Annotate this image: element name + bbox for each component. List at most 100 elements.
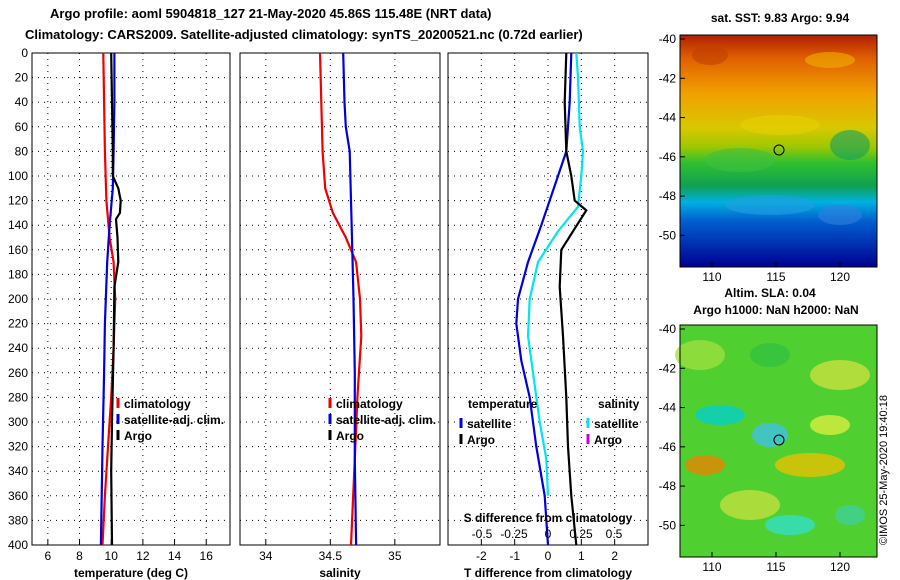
y-tick-label: 200 <box>8 292 28 306</box>
legend-label: climatology <box>336 397 403 411</box>
x-tick-label: 2 <box>611 549 618 563</box>
series-line-climatology <box>318 52 363 546</box>
legend-label: climatology <box>124 397 191 411</box>
map-x-tick-label: 115 <box>766 270 785 284</box>
y-tick-label: 380 <box>8 513 28 527</box>
x-tick-label: 6 <box>44 549 51 563</box>
legend-label: satellite <box>467 417 512 431</box>
map-y-tick-label: -50 <box>659 518 677 532</box>
y-tick-label: 260 <box>8 366 28 380</box>
sla-patch <box>775 453 845 477</box>
x-tick-label: 10 <box>105 549 119 563</box>
s-tick-label: 0.5 <box>606 527 623 541</box>
y-tick-label: 0 <box>21 46 28 60</box>
map-y-tick-label: -44 <box>659 401 677 415</box>
y-tick-label: 160 <box>8 243 28 257</box>
x-tick-label: 0 <box>545 549 552 563</box>
y-tick-label: 400 <box>8 538 28 552</box>
s-tick-label: 0 <box>545 527 552 541</box>
y-tick-label: 20 <box>15 71 29 85</box>
map-x-tick-label: 115 <box>766 560 785 574</box>
sla-patch <box>675 340 725 370</box>
sla-patch <box>750 343 790 367</box>
x-tick-label: 34.5 <box>319 549 343 563</box>
y-tick-label: 360 <box>8 489 28 503</box>
sst-patch <box>830 130 870 160</box>
x-tick-label: 12 <box>136 549 150 563</box>
x-tick-label: 14 <box>168 549 182 563</box>
sla-patch <box>752 423 788 447</box>
x-tick-label: 1 <box>578 549 585 563</box>
legend-label: Argo <box>467 433 495 447</box>
map-y-tick-label: -46 <box>659 150 677 164</box>
y-tick-label: 320 <box>8 440 28 454</box>
map-x-tick-label: 120 <box>830 560 850 574</box>
sla-map: Altim. SLA: 0.04 Argo h1000: NaN h2000: N… <box>659 286 878 574</box>
legend-label: satellite-adj. clim. <box>336 413 436 427</box>
legend-title-temperature: temperature <box>468 397 538 411</box>
map-frame <box>679 34 878 268</box>
title-line-2: Climatology: CARS2009. Satellite-adjuste… <box>25 27 583 42</box>
map-x-tick-label: 110 <box>702 560 721 574</box>
sla-patch <box>810 415 850 435</box>
y-tick-label: 140 <box>8 218 28 232</box>
plot-frame <box>239 52 441 546</box>
sla-map-title-2: Argo h1000: NaN h2000: NaN <box>693 303 858 317</box>
legend-label: satellite <box>594 417 639 431</box>
y-tick-label: 40 <box>15 95 29 109</box>
x-tick-label: -2 <box>476 549 487 563</box>
series-line-argo <box>110 52 122 546</box>
x-tick-label: 8 <box>76 549 83 563</box>
legend-label: satellite-adj. clim. <box>124 413 224 427</box>
sla-patch <box>720 490 780 520</box>
map-y-tick-label: -44 <box>659 111 677 125</box>
salinity-panel: 34 34.5 35 salinity climatology satellite-adj… <box>239 52 441 580</box>
y-tick-label: 220 <box>8 317 28 331</box>
sst-patch <box>740 115 820 135</box>
sst-map-title: sat. SST: 9.83 Argo: 9.94 <box>711 11 850 25</box>
map-y-tick-label: -48 <box>659 189 677 203</box>
temperature-panel: 6 8 10 12 14 16020406080100120140160180200220… <box>8 46 231 580</box>
argo-location-marker <box>773 144 785 156</box>
map-y-tick-label: -42 <box>659 71 677 85</box>
map-y-tick-label: -48 <box>659 479 677 493</box>
sst-patch <box>805 52 855 68</box>
x-axis-label: temperature (deg C) <box>74 566 188 580</box>
map-y-tick-label: -42 <box>659 361 677 375</box>
map-y-tick-label: -46 <box>659 440 677 454</box>
x-tick-label: 16 <box>200 549 214 563</box>
difference-panel: -2 -1 0 1 2 T difference from climatology temp… <box>447 52 649 580</box>
series-line-s-satellite <box>526 52 585 496</box>
timestamp-stamp: ©IMOS 25-May-2020 19:40:18 <box>878 395 890 545</box>
title-line-1: Argo profile: aoml 5904818_127 21-May-20… <box>50 6 492 21</box>
sst-patch <box>818 205 862 225</box>
map-x-tick-label: 110 <box>702 270 721 284</box>
sla-patch <box>765 515 815 535</box>
sst-patch <box>692 45 728 65</box>
series-line-t-argo <box>558 52 588 546</box>
s-tick-label: -0.5 <box>472 527 493 541</box>
x-tick-label: -1 <box>509 549 520 563</box>
x-tick-label: 35 <box>388 549 402 563</box>
s-axis-label: S difference from climatology <box>464 511 633 525</box>
x-tick-label: 34 <box>259 549 273 563</box>
series-line-satellite-adj-clim- <box>99 53 116 546</box>
series-line-satellite-adj-clim- <box>342 52 358 546</box>
legend-label: Argo <box>124 429 152 443</box>
map-x-tick-label: 120 <box>830 270 850 284</box>
map-y-tick-label: -40 <box>659 32 677 46</box>
map-frame <box>679 324 878 558</box>
plot-frame <box>31 52 231 546</box>
y-tick-label: 80 <box>15 144 29 158</box>
y-tick-label: 340 <box>8 464 28 478</box>
sst-patch <box>725 195 815 215</box>
y-tick-label: 300 <box>8 415 28 429</box>
map-y-tick-label: -40 <box>659 322 677 336</box>
y-tick-label: 240 <box>8 341 28 355</box>
y-tick-label: 280 <box>8 390 28 404</box>
sla-patch <box>810 360 870 390</box>
legend-label: Argo <box>594 433 622 447</box>
sla-patch <box>685 455 725 475</box>
y-tick-label: 120 <box>8 194 28 208</box>
